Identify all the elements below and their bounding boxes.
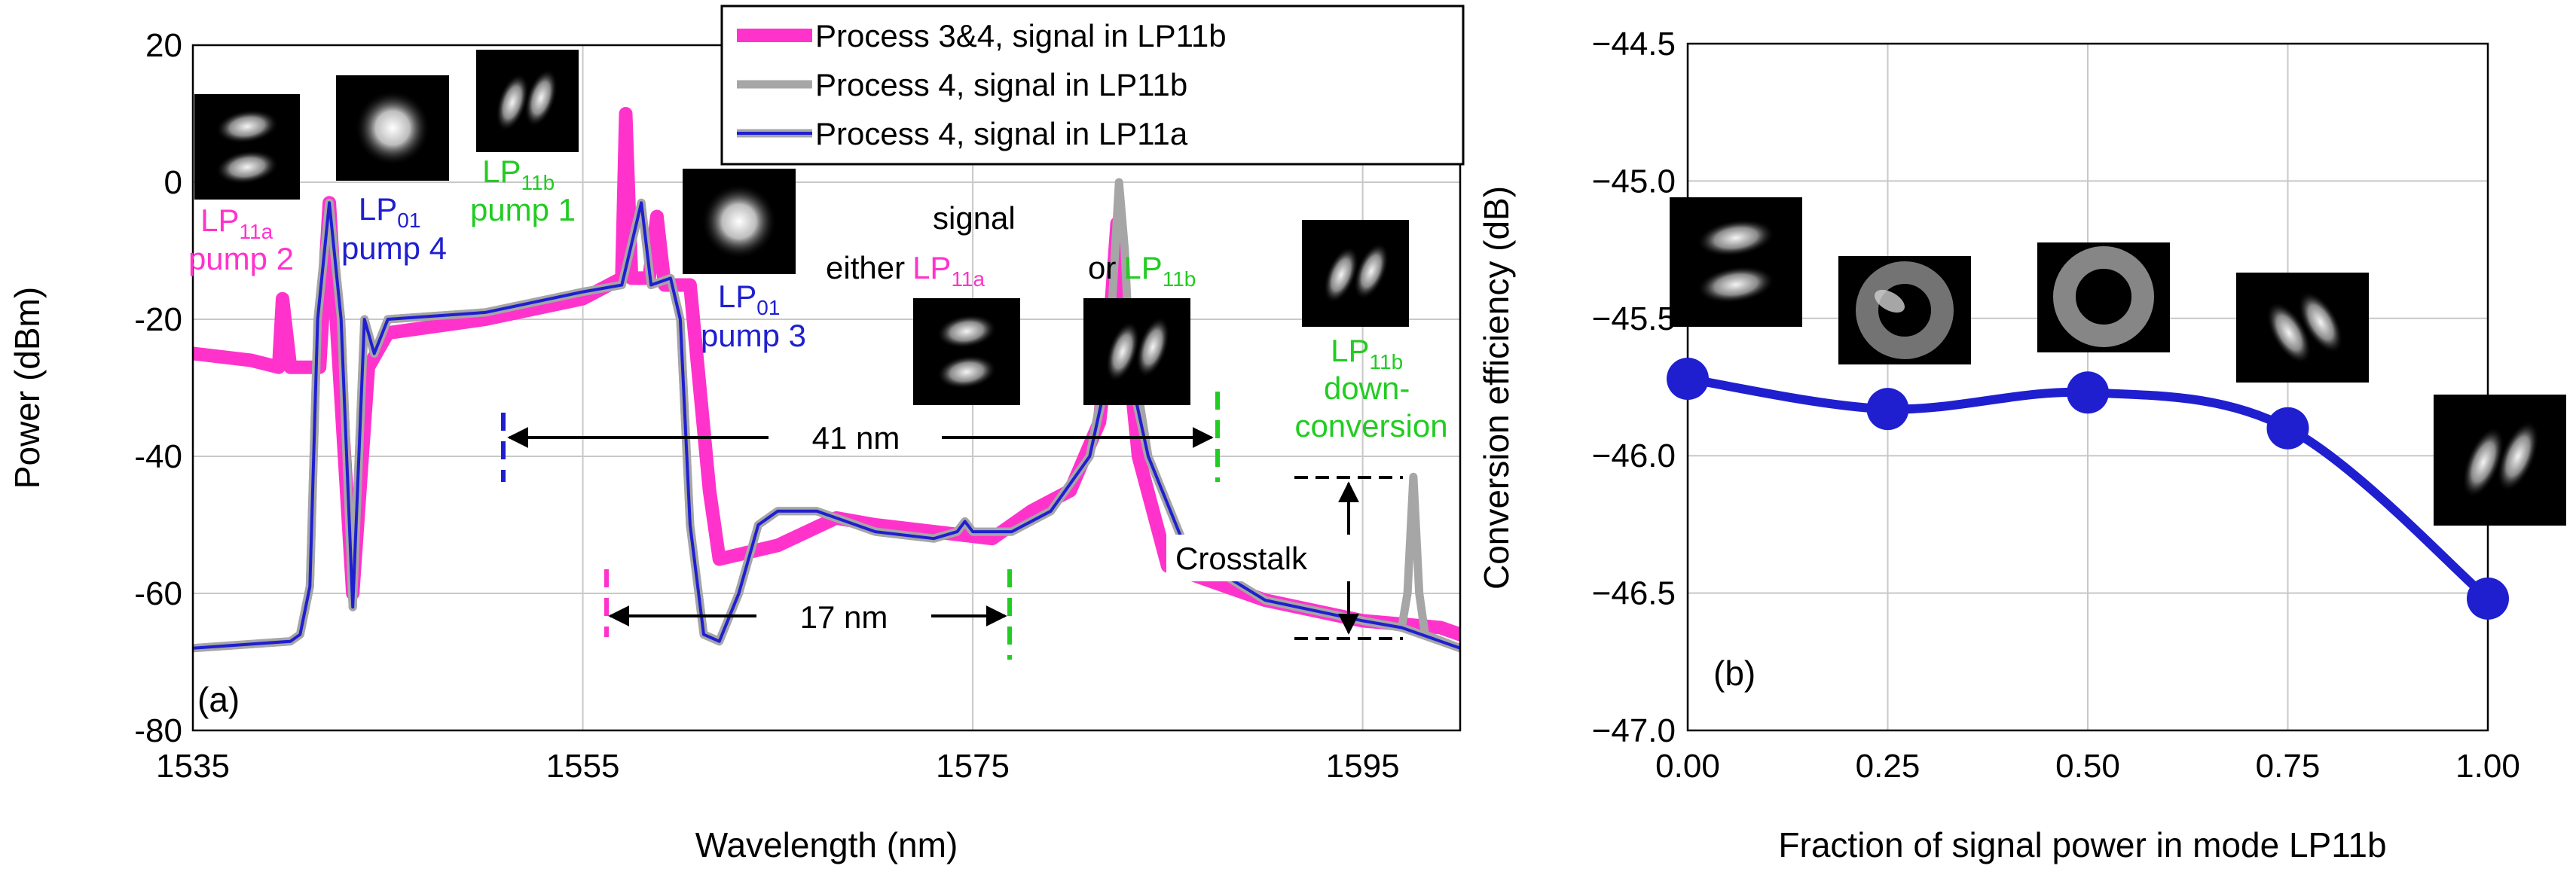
panel-b-xtick-1: 0.25	[1856, 748, 1921, 785]
panel-b-ticks: 0.00 0.25 0.50 0.75 1.00 −47.0 −46.5 −46.0 −45.5…	[1592, 26, 2520, 785]
mode-image-lp01-pump4	[336, 75, 449, 181]
panel-a-ytick-5: 20	[145, 27, 182, 64]
panel-a-label: (a)	[197, 680, 240, 719]
panel-a-ticks: 1535 1555 1575 1595 -80 -60 -40 -20 0 20	[134, 27, 1399, 785]
span-41nm: 41 nm	[501, 392, 1220, 482]
legend-label-0: Process 3&4, signal in LP11b	[815, 18, 1227, 53]
panel-a-legend: Process 3&4, signal in LP11b Process 4, …	[720, 5, 1465, 166]
annotation-signal: signal	[933, 200, 1016, 236]
panel-b-ytick-5: −44.5	[1592, 26, 1676, 62]
panel-b-point-3	[2266, 407, 2309, 450]
panel-a-ytick-2: -40	[134, 438, 182, 475]
annotation-lp01-pump4: LP01 pump 4	[341, 191, 447, 266]
legend-label-2: Process 4, signal in LP11a	[815, 116, 1188, 151]
panel-b-label: (b)	[1713, 654, 1756, 693]
panel-b-xtick-0: 0.00	[1655, 748, 1720, 785]
crosstalk-label: Crosstalk	[1175, 541, 1308, 576]
annotation-lp11b-pump1: LP11b pump 1	[470, 154, 576, 227]
span-17nm-label: 17 nm	[800, 599, 888, 635]
annotation-lp11a-pump2: LP11a pump 2	[188, 203, 294, 276]
panel-b-ytick-4: −45.0	[1592, 163, 1676, 200]
mode-image-signal-lp11a	[913, 298, 1020, 405]
crosstalk-marker: Crosstalk	[1166, 476, 1403, 640]
panel-b-point-2	[2067, 371, 2109, 414]
panel-a-xtick-2: 1575	[936, 748, 1010, 785]
panel-b-xtick-2: 0.50	[2055, 748, 2120, 785]
panel-b: 0.00 0.25 0.50 0.75 1.00 −47.0 −46.5 −46.0 −45.5…	[1477, 26, 2566, 864]
panel-b-ytick-2: −46.0	[1592, 438, 1676, 474]
mode-image-b-0	[1670, 197, 1802, 327]
panel-a-ylabel: Power (dBm)	[8, 287, 47, 489]
panel-b-point-0	[1667, 358, 1709, 401]
panel-b-xtick-3: 0.75	[2256, 748, 2321, 785]
panel-b-ylabel: Conversion efficiency (dB)	[1477, 186, 1516, 590]
mode-image-lp11a-pump2	[194, 94, 300, 200]
panel-b-ytick-1: −46.5	[1592, 575, 1676, 612]
panel-a-ytick-3: -20	[134, 301, 182, 338]
panel-b-xlabel: Fraction of signal power in mode LP11b	[1778, 825, 2386, 864]
annotation-either-lp11a: either LP11a	[826, 250, 985, 291]
panel-a-xtick-0: 1535	[156, 748, 230, 785]
mode-image-b-1	[1838, 256, 1971, 364]
panel-b-point-1	[1866, 388, 1909, 431]
panel-a: 1535 1555 1575 1595 -80 -60 -40 -20 0 20 Power (d…	[8, 5, 1465, 864]
panel-b-ytick-3: −45.5	[1592, 300, 1676, 337]
span-41nm-label: 41 nm	[812, 420, 900, 456]
panel-b-xtick-4: 1.00	[2455, 748, 2520, 785]
legend-label-1: Process 4, signal in LP11b	[815, 67, 1187, 102]
mode-image-b-2	[2037, 242, 2170, 352]
panel-a-xlabel: Wavelength (nm)	[695, 825, 958, 864]
mode-image-lp01-pump3	[683, 169, 796, 274]
panel-a-xtick-1: 1555	[546, 748, 620, 785]
mode-image-lp11b-pump1	[476, 50, 579, 152]
annotation-or-lp11b: or LP11b	[1088, 250, 1196, 291]
panel-a-xtick-3: 1595	[1326, 748, 1400, 785]
mode-image-b-3	[2236, 273, 2369, 383]
panel-a-ytick-4: 0	[164, 164, 182, 201]
span-17nm: 17 nm	[604, 569, 1012, 660]
mode-image-lp11b-downconversion	[1302, 220, 1409, 327]
panel-b-ytick-0: −47.0	[1592, 712, 1676, 749]
mode-image-b-4	[2434, 395, 2566, 526]
panel-a-ytick-1: -60	[134, 575, 182, 612]
annotation-lp01-pump3: LP01 pump 3	[701, 279, 806, 353]
mode-image-signal-lp11b	[1083, 298, 1190, 405]
panel-b-series	[1667, 358, 2509, 620]
panel-b-point-4	[2467, 577, 2509, 620]
panel-a-ytick-0: -80	[134, 712, 182, 749]
annotation-lp11b-downconversion: LP11b down- conversion	[1294, 333, 1447, 444]
